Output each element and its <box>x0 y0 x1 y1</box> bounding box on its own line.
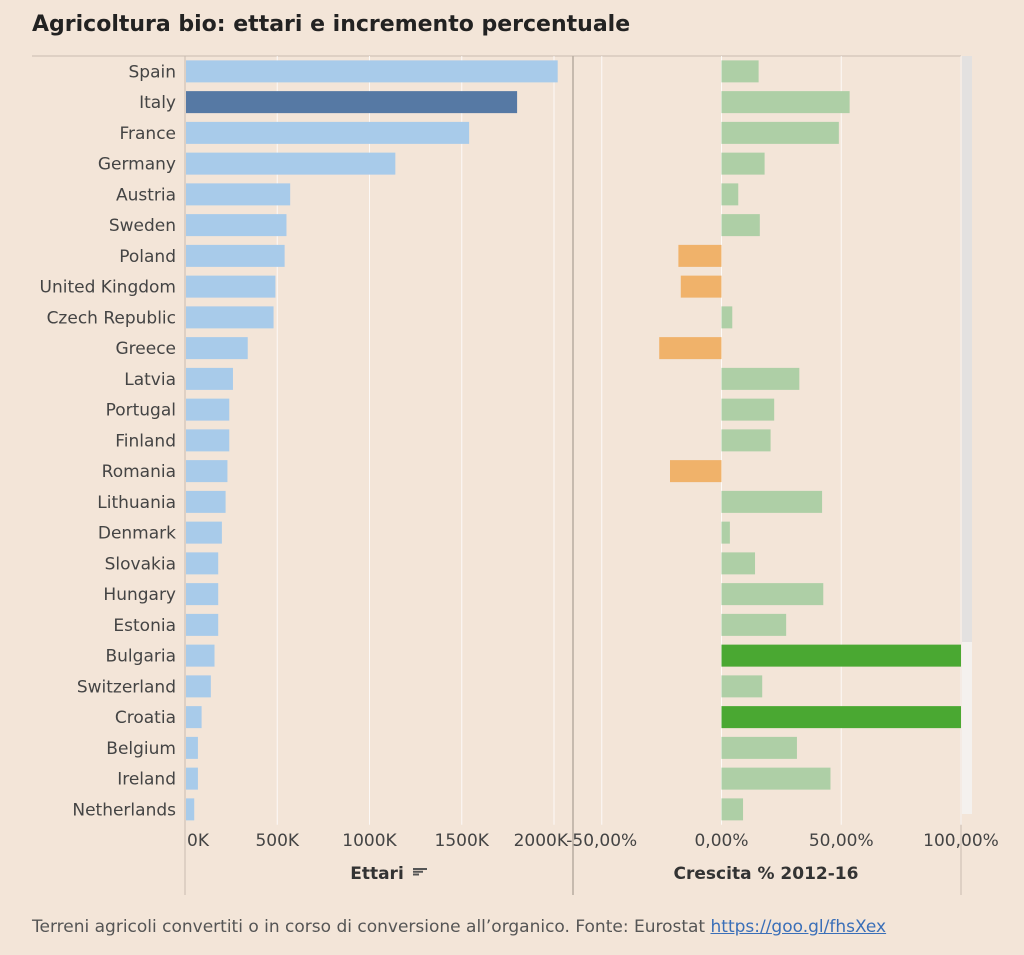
hectares-bar[interactable] <box>186 60 558 83</box>
growth-bar[interactable] <box>721 706 961 729</box>
growth-bar[interactable] <box>680 275 722 298</box>
footer: Terreni agricoli convertiti o in corso d… <box>32 917 886 937</box>
x-tick-label-growth: 0,00% <box>694 831 748 851</box>
growth-bar[interactable] <box>721 306 733 329</box>
growth-bar[interactable] <box>678 244 722 267</box>
country-label: Spain <box>129 62 177 82</box>
growth-bar[interactable] <box>721 91 850 114</box>
hectares-bar[interactable] <box>186 706 202 729</box>
x-tick-label-growth: -50,00% <box>566 831 637 851</box>
growth-bar[interactable] <box>721 798 744 821</box>
hectares-bar[interactable] <box>186 521 222 544</box>
growth-bar[interactable] <box>721 521 730 544</box>
hectares-bar[interactable] <box>186 767 198 790</box>
x-tick-label-hectares: 1000K <box>342 831 397 851</box>
country-label: Croatia <box>115 708 176 728</box>
country-label: Austria <box>116 185 176 205</box>
x-tick-label-hectares: 500K <box>255 831 299 851</box>
country-label: Poland <box>119 247 176 267</box>
growth-bar[interactable] <box>721 767 831 790</box>
x-tick-label-hectares: 2000K <box>514 831 569 851</box>
growth-bar[interactable] <box>721 121 839 144</box>
country-label: Denmark <box>98 524 176 544</box>
hectares-bar[interactable] <box>186 306 274 329</box>
hectares-bar[interactable] <box>186 152 396 175</box>
growth-bar[interactable] <box>721 552 756 575</box>
country-label: Lithuania <box>97 493 176 513</box>
hectares-bar[interactable] <box>186 214 287 237</box>
hectares-bar[interactable] <box>186 429 230 452</box>
scrollbar-lower[interactable] <box>962 642 972 814</box>
hectares-bar[interactable] <box>186 644 215 667</box>
growth-bar[interactable] <box>721 736 797 759</box>
growth-bar[interactable] <box>721 613 787 636</box>
growth-bar[interactable] <box>721 644 961 667</box>
x-axis-title-growth: Crescita % 2012-16 <box>674 864 859 884</box>
growth-bar[interactable] <box>721 183 739 206</box>
growth-bar[interactable] <box>721 60 759 83</box>
hectares-bar[interactable] <box>186 183 291 206</box>
hectares-bar[interactable] <box>186 583 219 606</box>
source-link[interactable]: https://goo.gl/fhsXex <box>710 917 887 937</box>
hectares-bar[interactable] <box>186 675 211 698</box>
growth-bar[interactable] <box>721 583 824 606</box>
hectares-bar[interactable] <box>186 460 228 483</box>
growth-bar[interactable] <box>659 337 722 360</box>
footer-text: Terreni agricoli convertiti o in corso d… <box>32 917 706 937</box>
country-label: Romania <box>102 462 176 482</box>
country-label: Latvia <box>124 370 176 390</box>
hectares-bar[interactable] <box>186 121 470 144</box>
hectares-bar[interactable] <box>186 798 195 821</box>
country-label: Greece <box>115 339 176 359</box>
hectares-bar[interactable] <box>186 613 219 636</box>
chart-canvas: Spain Italy France Germany Austria Sweden Pola… <box>32 55 999 895</box>
country-label: Ireland <box>117 770 176 790</box>
x-tick-label-growth: 50,00% <box>809 831 874 851</box>
country-label: Netherlands <box>72 800 176 820</box>
hectares-bar[interactable] <box>186 398 230 421</box>
country-label: Finland <box>115 431 176 451</box>
hectares-bar[interactable] <box>186 244 285 267</box>
country-label: Italy <box>139 93 176 113</box>
country-label: Czech Republic <box>47 308 176 328</box>
country-label: Belgium <box>106 739 176 759</box>
x-axis-title-hectares: Ettari <box>350 864 404 884</box>
x-tick-label-hectares: 1500K <box>435 831 490 851</box>
country-label: Estonia <box>113 616 176 636</box>
country-label: France <box>119 124 176 144</box>
hectares-bar[interactable] <box>186 337 248 360</box>
x-tick-label-growth: 100,00% <box>923 831 999 851</box>
hectares-bar[interactable] <box>186 275 276 298</box>
scrollbar-track[interactable] <box>962 56 972 642</box>
growth-bar[interactable] <box>721 429 771 452</box>
x-tick-label-hectares: 0K <box>187 831 210 851</box>
hectares-bar[interactable] <box>186 91 518 114</box>
hectares-bar[interactable] <box>186 552 219 575</box>
country-label: Switzerland <box>77 677 176 697</box>
growth-bar[interactable] <box>721 152 765 175</box>
country-label: Slovakia <box>105 554 176 574</box>
country-label: Germany <box>98 155 176 175</box>
hectares-bar[interactable] <box>186 490 226 513</box>
chart-title: Agricoltura bio: ettari e incremento per… <box>32 12 631 37</box>
growth-bar[interactable] <box>721 214 760 237</box>
growth-bar[interactable] <box>721 367 800 390</box>
country-label: Bulgaria <box>106 647 177 667</box>
country-label: Hungary <box>103 585 176 605</box>
growth-bar[interactable] <box>721 398 775 421</box>
country-label: Sweden <box>109 216 176 236</box>
country-label: Portugal <box>106 401 176 421</box>
growth-bar[interactable] <box>670 460 722 483</box>
growth-bar[interactable] <box>721 490 823 513</box>
growth-bar[interactable] <box>721 675 763 698</box>
hectares-bar[interactable] <box>186 736 198 759</box>
country-label: United Kingdom <box>40 278 176 298</box>
hectares-bar[interactable] <box>186 367 233 390</box>
